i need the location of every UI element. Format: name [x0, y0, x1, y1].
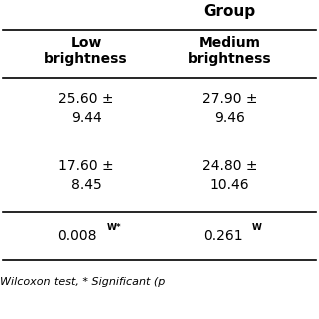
Text: 25.60 ±
9.44: 25.60 ± 9.44	[58, 92, 114, 125]
Text: Medium
brightness: Medium brightness	[188, 36, 271, 66]
Text: 27.90 ±
9.46: 27.90 ± 9.46	[202, 92, 257, 125]
Text: 24.80 ±
10.46: 24.80 ± 10.46	[202, 159, 257, 192]
Text: Wilcoxon test, * Significant (p: Wilcoxon test, * Significant (p	[0, 277, 165, 287]
Text: W: W	[252, 223, 262, 232]
Text: 0.008: 0.008	[57, 229, 96, 243]
Text: W*: W*	[107, 223, 122, 232]
Text: 17.60 ±
8.45: 17.60 ± 8.45	[58, 159, 114, 192]
Text: Low
brightness: Low brightness	[44, 36, 128, 66]
Text: Group: Group	[204, 4, 256, 19]
Text: 0.261: 0.261	[204, 229, 243, 243]
